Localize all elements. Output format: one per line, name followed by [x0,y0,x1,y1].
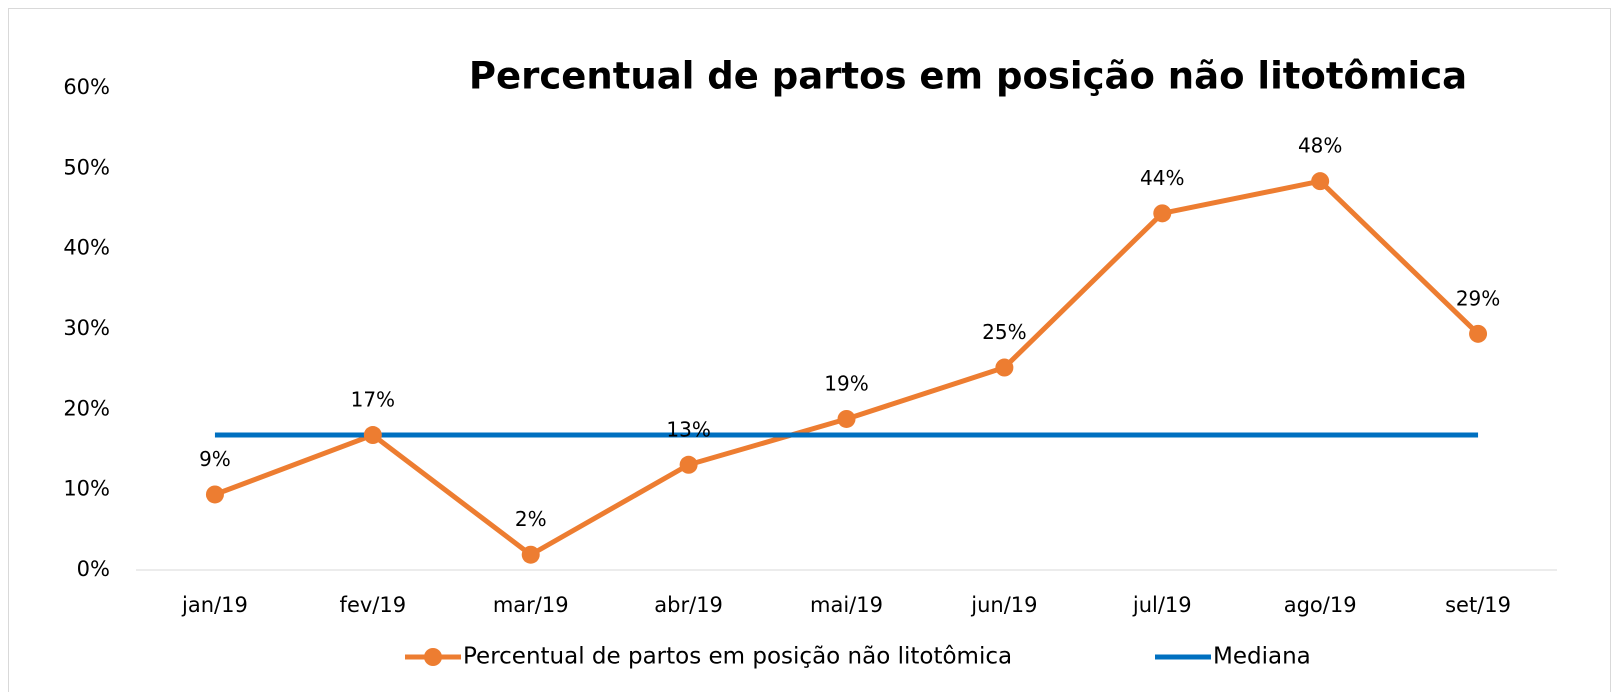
data-point [205,485,224,504]
y-tick-label: 20% [63,396,110,420]
x-tick-label: ago/19 [1284,593,1357,617]
data-label: 48% [1298,134,1342,158]
data-label: 29% [1456,286,1500,310]
data-label: 25% [982,320,1026,344]
legend-label: Percentual de partos em posição não lito… [463,644,1012,670]
x-tick-label: set/19 [1445,593,1511,617]
data-label: 17% [351,388,395,412]
x-tick-label: jul/19 [1132,593,1192,617]
legend-marker [424,648,442,666]
data-point [837,409,856,428]
data-point [1153,204,1172,223]
data-point [363,426,382,445]
y-tick-label: 0% [77,557,110,581]
data-point [995,358,1014,377]
y-tick-label: 40% [63,236,110,260]
data-label: 2% [515,507,547,531]
chart-frame [8,8,1611,696]
data-label: 13% [666,417,710,441]
data-point [1469,324,1488,343]
chart-title: Percentual de partos em posição não lito… [469,55,1467,98]
y-tick-label: 60% [63,75,110,99]
y-tick-label: 50% [63,155,110,179]
x-tick-label: mar/19 [493,593,569,617]
data-point [521,545,540,564]
x-tick-label: jan/19 [181,593,248,617]
x-tick-label: jun/19 [970,593,1037,617]
data-label: 44% [1140,166,1184,190]
data-point [679,455,698,474]
data-label: 9% [199,447,231,471]
data-label: 19% [824,371,868,395]
x-tick-label: fev/19 [340,593,407,617]
x-tick-label: abr/19 [654,593,723,617]
y-tick-label: 30% [63,316,110,340]
data-point [1311,172,1330,191]
x-tick-label: mai/19 [810,593,883,617]
series-line [214,178,1480,558]
legend-label: Mediana [1213,644,1311,670]
y-tick-label: 10% [63,477,110,501]
